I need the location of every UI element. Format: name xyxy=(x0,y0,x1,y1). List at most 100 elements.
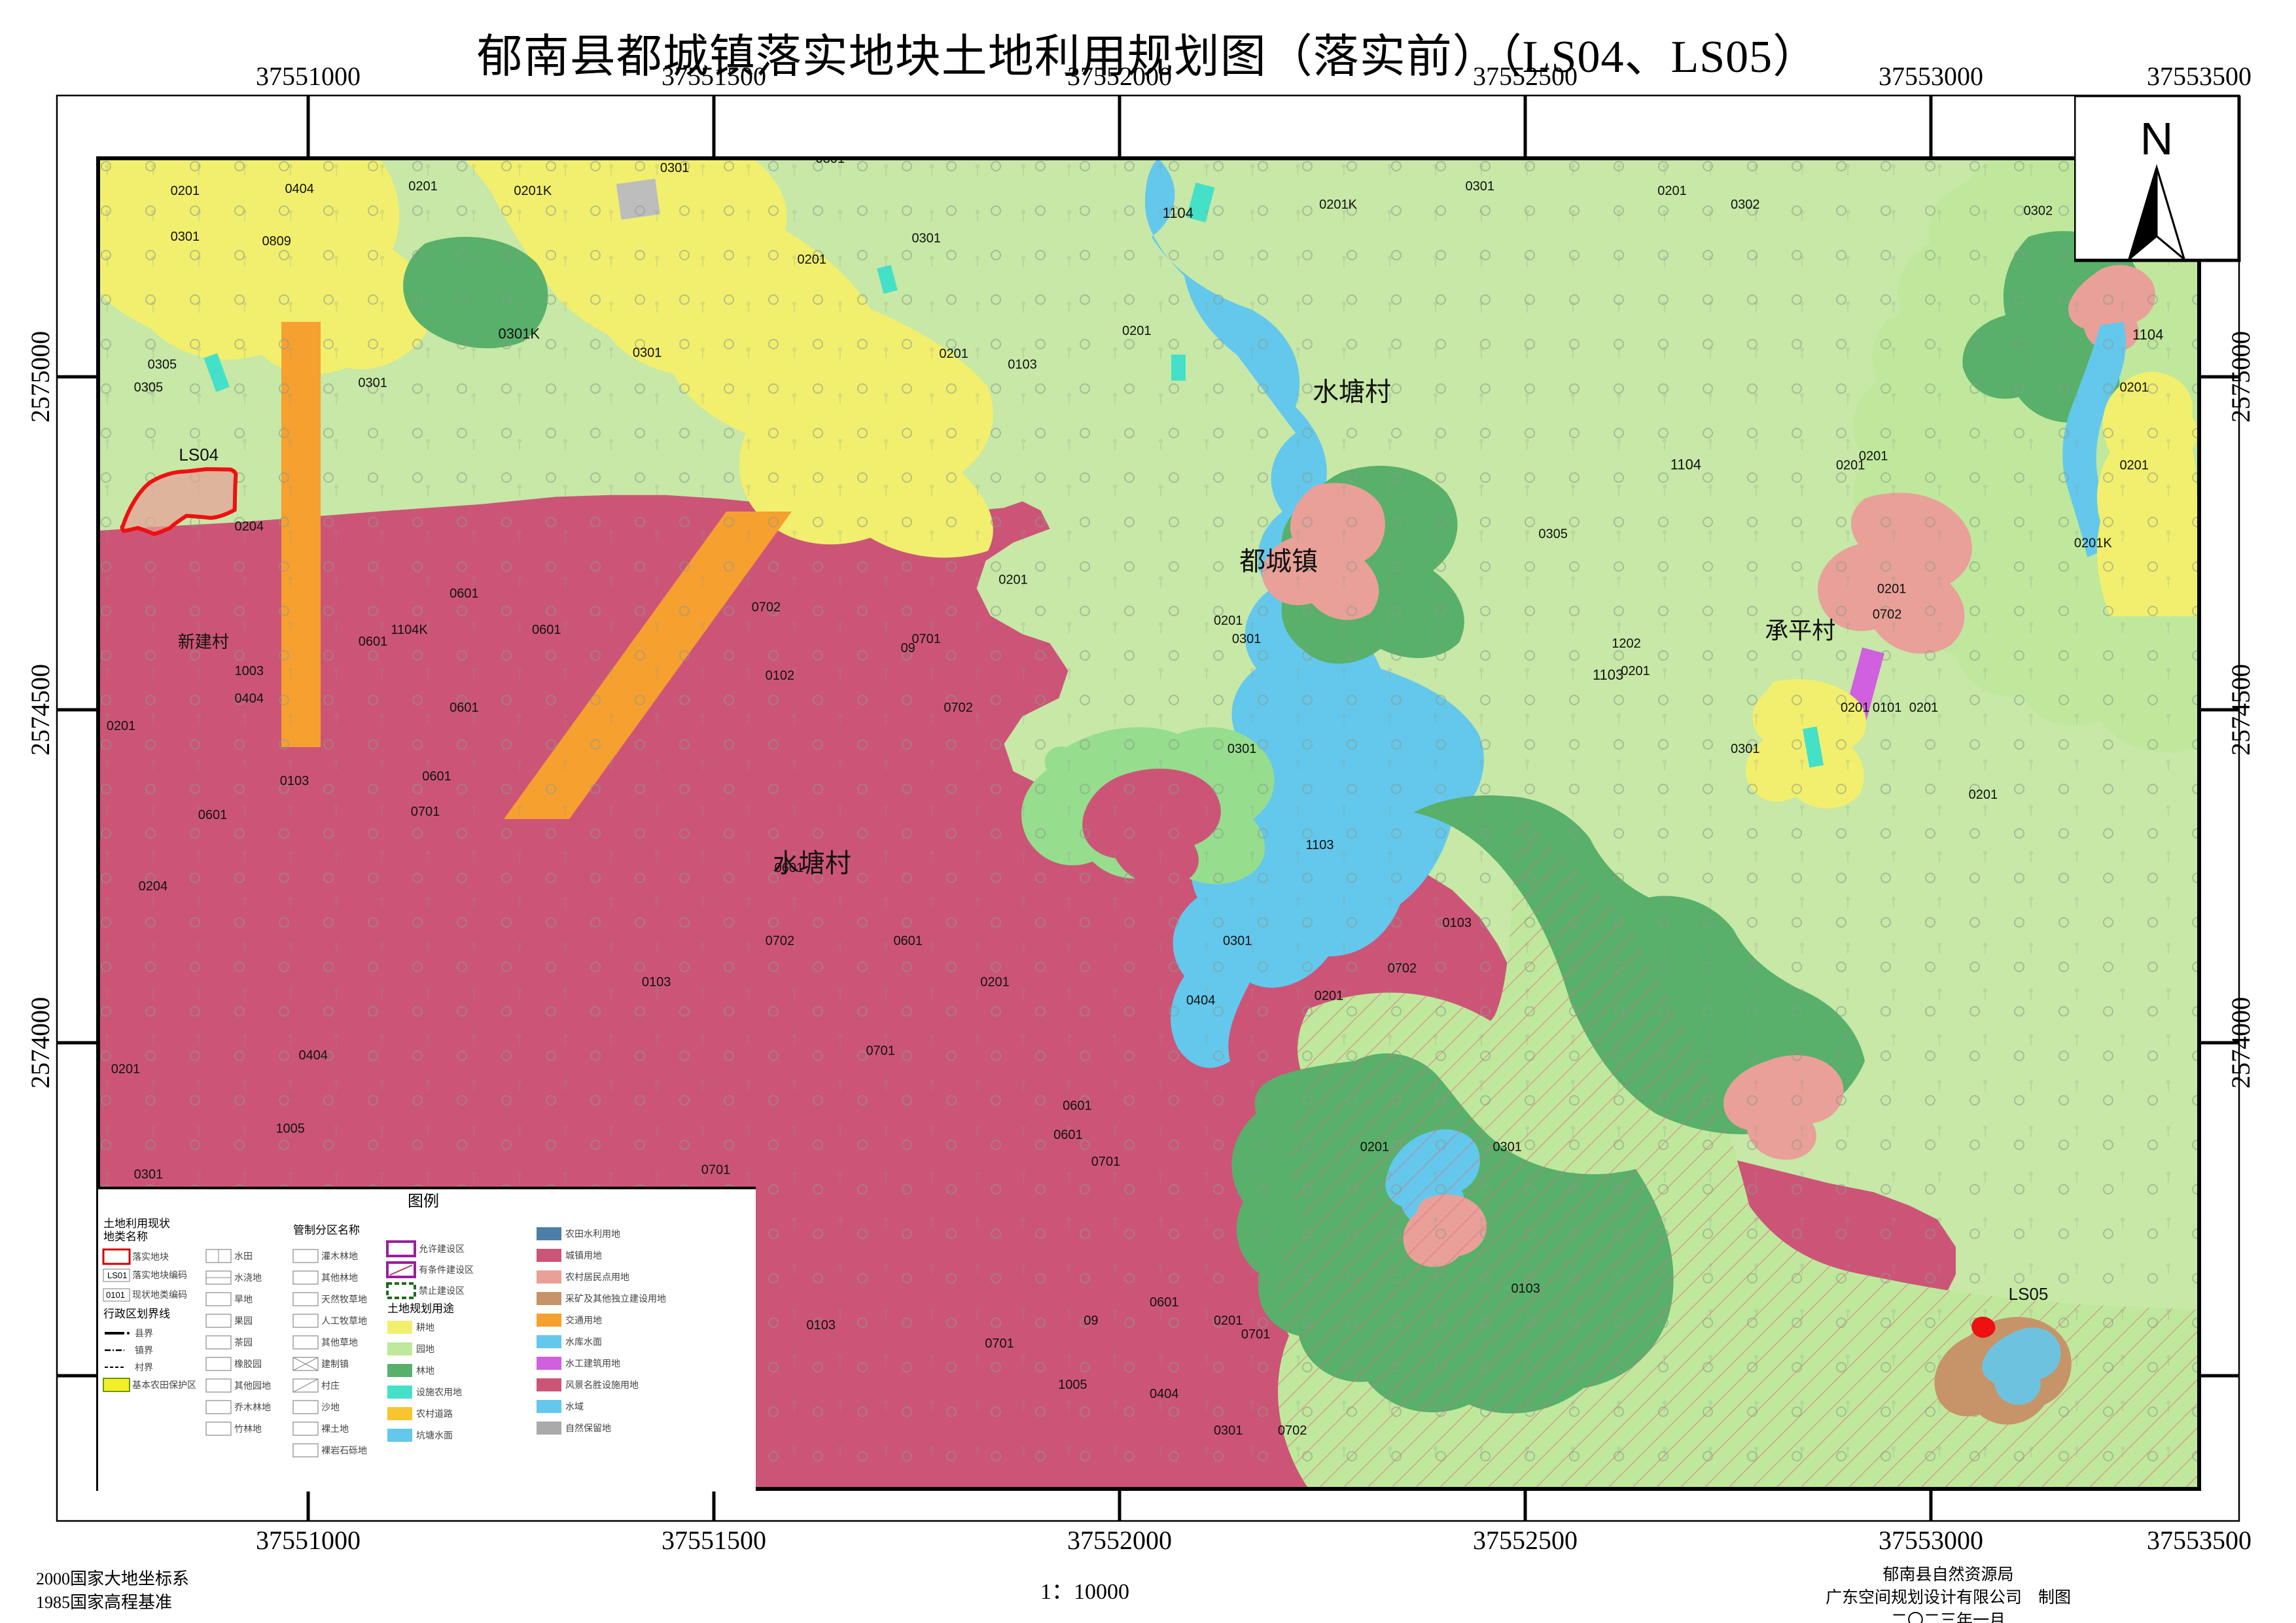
svg-text:基本农田保护区: 基本农田保护区 xyxy=(132,1380,196,1390)
svg-text:LS05: LS05 xyxy=(2009,1284,2049,1304)
svg-text:N: N xyxy=(2140,113,2174,164)
svg-text:0701: 0701 xyxy=(1091,1155,1121,1169)
svg-text:0702: 0702 xyxy=(1873,608,1902,622)
svg-text:0301K: 0301K xyxy=(498,326,540,342)
svg-text:果园: 果园 xyxy=(234,1316,253,1326)
svg-text:0201: 0201 xyxy=(1836,459,1865,473)
svg-text:0101: 0101 xyxy=(1873,701,1902,715)
svg-text:农田水利用地: 农田水利用地 xyxy=(565,1229,620,1239)
svg-text:0201: 0201 xyxy=(798,253,827,267)
svg-text:0301: 0301 xyxy=(1731,742,1760,756)
svg-text:0601: 0601 xyxy=(1053,1128,1083,1142)
svg-text:0404: 0404 xyxy=(1150,1387,1179,1401)
svg-text:水库水面: 水库水面 xyxy=(565,1336,602,1347)
svg-text:灌木林地: 灌木林地 xyxy=(321,1251,358,1261)
svg-text:0201K: 0201K xyxy=(1319,198,1357,212)
svg-text:农村居民点用地: 农村居民点用地 xyxy=(565,1272,629,1282)
svg-text:水工建筑用地: 水工建筑用地 xyxy=(565,1358,620,1369)
svg-text:0103: 0103 xyxy=(807,1318,836,1333)
svg-text:0404: 0404 xyxy=(1186,994,1216,1008)
svg-text:0201K: 0201K xyxy=(2074,536,2112,550)
svg-text:0601: 0601 xyxy=(1150,1295,1179,1310)
svg-text:0702: 0702 xyxy=(752,600,781,614)
svg-text:0201: 0201 xyxy=(171,184,200,198)
svg-text:县界: 县界 xyxy=(135,1328,153,1338)
svg-text:0305: 0305 xyxy=(1538,527,1568,541)
svg-text:0301: 0301 xyxy=(816,158,845,166)
svg-text:0702: 0702 xyxy=(944,701,973,715)
svg-text:LS04: LS04 xyxy=(179,445,219,464)
svg-text:交通用地: 交通用地 xyxy=(565,1315,602,1325)
svg-text:0103: 0103 xyxy=(1008,358,1037,372)
svg-text:0201: 0201 xyxy=(1360,1140,1390,1154)
svg-text:0201: 0201 xyxy=(1841,701,1870,715)
svg-text:落实地块编码: 落实地块编码 xyxy=(132,1270,187,1280)
svg-text:0201: 0201 xyxy=(408,179,438,194)
svg-text:0201: 0201 xyxy=(1657,184,1687,198)
svg-text:0201: 0201 xyxy=(1909,701,1939,715)
svg-text:0701: 0701 xyxy=(985,1336,1014,1351)
svg-text:1104: 1104 xyxy=(1670,457,1701,473)
svg-text:0301: 0301 xyxy=(1232,632,1262,646)
svg-text:0201: 0201 xyxy=(1122,324,1152,338)
svg-text:旱地: 旱地 xyxy=(234,1294,253,1304)
svg-text:现状地类编码: 现状地类编码 xyxy=(132,1289,187,1300)
svg-text:0601: 0601 xyxy=(532,623,561,637)
svg-text:0702: 0702 xyxy=(766,934,795,949)
svg-text:0301: 0301 xyxy=(660,161,690,175)
svg-text:0301: 0301 xyxy=(1492,1140,1522,1154)
svg-text:0103: 0103 xyxy=(280,774,309,788)
svg-text:09: 09 xyxy=(1084,1314,1098,1328)
svg-text:禁止建设区: 禁止建设区 xyxy=(419,1285,465,1296)
svg-text:0201: 0201 xyxy=(2119,459,2149,473)
svg-text:1005: 1005 xyxy=(275,1121,305,1136)
svg-text:0302: 0302 xyxy=(2024,204,2053,218)
svg-text:城镇用地: 城镇用地 xyxy=(565,1250,602,1261)
svg-text:1005: 1005 xyxy=(1058,1378,1087,1392)
svg-text:0201: 0201 xyxy=(1969,788,1998,802)
svg-text:0201: 0201 xyxy=(1877,582,1907,596)
svg-text:自然保留地: 自然保留地 xyxy=(565,1423,611,1433)
svg-text:允许建设区: 允许建设区 xyxy=(419,1244,465,1254)
svg-text:0701: 0701 xyxy=(701,1162,731,1177)
svg-text:0702: 0702 xyxy=(1388,962,1417,976)
svg-text:0301: 0301 xyxy=(171,230,200,244)
svg-text:管制分区名称: 管制分区名称 xyxy=(293,1224,360,1236)
svg-text:0301: 0301 xyxy=(2197,328,2199,343)
svg-text:1003: 1003 xyxy=(235,664,264,678)
svg-text:0301: 0301 xyxy=(1214,1423,1243,1438)
svg-text:0301: 0301 xyxy=(358,376,387,391)
svg-text:水域: 水域 xyxy=(565,1401,584,1412)
svg-text:人工牧草地: 人工牧草地 xyxy=(321,1316,367,1326)
svg-text:0809: 0809 xyxy=(262,234,291,249)
svg-text:乔木林地: 乔木林地 xyxy=(234,1402,271,1412)
svg-text:0201K: 0201K xyxy=(514,184,552,198)
svg-text:1103: 1103 xyxy=(1305,838,1333,852)
svg-text:有条件建设区: 有条件建设区 xyxy=(419,1265,474,1275)
svg-text:采矿及其他独立建设用地: 采矿及其他独立建设用地 xyxy=(565,1293,666,1304)
svg-text:0204: 0204 xyxy=(235,519,264,534)
svg-text:0701: 0701 xyxy=(911,632,941,646)
svg-text:0201: 0201 xyxy=(111,1062,141,1077)
svg-text:行政区划界线: 行政区划界线 xyxy=(103,1308,170,1320)
svg-text:0701: 0701 xyxy=(411,805,440,819)
svg-text:耕地: 耕地 xyxy=(416,1322,434,1333)
svg-text:1104: 1104 xyxy=(2132,326,2163,343)
svg-text:沙地: 沙地 xyxy=(321,1402,340,1412)
svg-text:0204: 0204 xyxy=(139,879,168,894)
svg-text:0103: 0103 xyxy=(1511,1282,1540,1296)
svg-text:0301: 0301 xyxy=(1227,742,1257,756)
svg-text:裸岩石砾地: 裸岩石砾地 xyxy=(321,1445,367,1456)
svg-text:村界: 村界 xyxy=(135,1362,153,1372)
svg-text:0201: 0201 xyxy=(107,719,136,733)
svg-text:其他园地: 其他园地 xyxy=(234,1380,271,1391)
svg-text:林地: 林地 xyxy=(416,1365,434,1376)
svg-text:农村道路: 农村道路 xyxy=(416,1408,453,1419)
svg-text:竹林地: 竹林地 xyxy=(234,1423,262,1434)
svg-text:园地: 园地 xyxy=(416,1344,434,1354)
svg-text:0302: 0302 xyxy=(1731,198,1760,212)
svg-text:水塘村: 水塘村 xyxy=(1313,377,1391,407)
svg-text:0101: 0101 xyxy=(106,1290,125,1300)
svg-text:新建村: 新建村 xyxy=(178,633,229,652)
svg-text:0201: 0201 xyxy=(2119,381,2149,395)
